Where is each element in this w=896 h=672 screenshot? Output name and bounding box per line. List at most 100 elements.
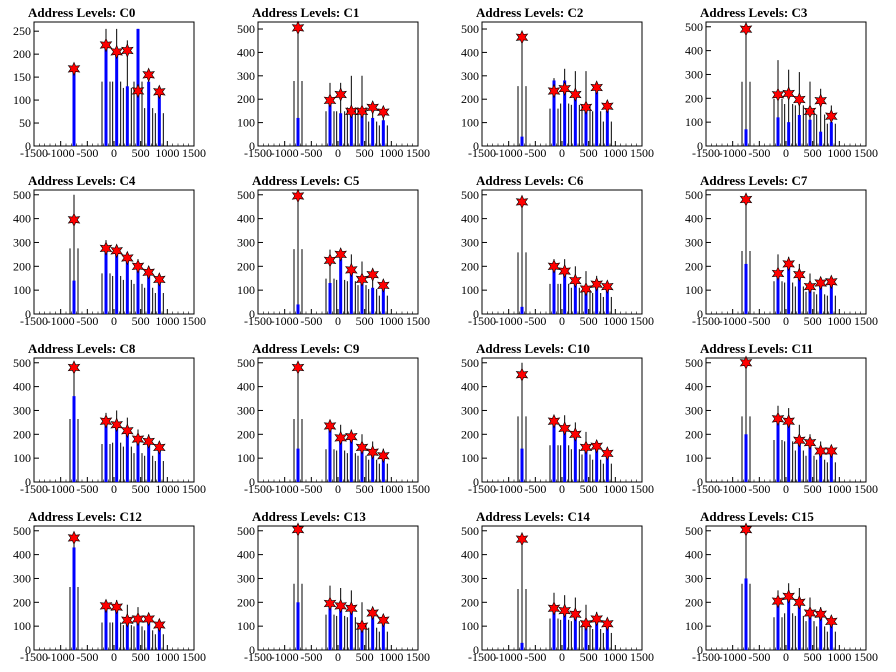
x-tick-label: -1000 xyxy=(495,314,523,328)
y-tick-label: 300 xyxy=(13,403,31,417)
y-tick-label: 400 xyxy=(237,45,255,59)
chart-panel: Address Levels: C15 0 100 200 300 400 500 -1500… xyxy=(672,504,896,672)
peak-marker xyxy=(814,93,827,108)
chart-title: Address Levels: C13 xyxy=(252,509,366,524)
peak-marker xyxy=(569,427,582,442)
x-tick-label: -1500 xyxy=(692,146,720,160)
x-tick-label: 1000 xyxy=(603,146,627,160)
y-tick-label: 200 xyxy=(13,595,31,609)
peak-marker xyxy=(793,92,806,107)
x-tick-label: 1500 xyxy=(406,650,430,664)
x-tick-label: -500 xyxy=(76,146,98,160)
y-tick-label: 100 xyxy=(237,283,255,297)
x-tick-label: 1000 xyxy=(379,650,403,664)
x-tick-label: 500 xyxy=(132,314,150,328)
histogram-bar-blue xyxy=(157,283,161,314)
x-tick-label: 500 xyxy=(356,314,374,328)
y-tick-label: 300 xyxy=(13,235,31,249)
chart-title: Address Levels: C11 xyxy=(700,341,814,356)
y-tick-label: 0 xyxy=(697,475,703,489)
x-tick-label: 0 xyxy=(783,482,789,496)
x-tick-label: 1000 xyxy=(155,650,179,664)
peak-marker xyxy=(345,429,358,444)
peak-marker xyxy=(579,616,593,632)
x-tick-label: -1500 xyxy=(692,650,720,664)
histogram-bar-blue xyxy=(584,290,588,314)
peak-marker xyxy=(814,275,827,291)
plot-frame xyxy=(257,357,419,483)
x-tick-label: 500 xyxy=(804,650,822,664)
peak-marker xyxy=(793,267,806,282)
histogram-bar-blue xyxy=(381,287,385,314)
histogram-bar-blue xyxy=(147,443,151,482)
peak-marker xyxy=(366,605,379,621)
plot-frame xyxy=(705,21,867,147)
x-tick-label: -1000 xyxy=(271,650,299,664)
chart-panel: Address Levels: C11 0 100 200 300 400 500 -1500… xyxy=(672,336,896,504)
y-tick-label: 400 xyxy=(685,44,703,58)
x-tick-label: 1000 xyxy=(603,314,627,328)
chart-plot: 0 100 200 300 400 500 -1500-1000 -500 0 500 1000 15… xyxy=(237,188,430,328)
x-tick-label: -1500 xyxy=(692,482,720,496)
peak-marker xyxy=(825,443,838,459)
histogram-bar-blue xyxy=(563,611,567,650)
x-tick-label: 1500 xyxy=(182,314,206,328)
chart-panel: Address Levels: C1 0 100 200 300 400 500 -1500-… xyxy=(224,0,448,168)
y-tick-label: 0 xyxy=(249,307,255,321)
x-tick-label: 1000 xyxy=(827,146,851,160)
y-tick-label: 300 xyxy=(685,67,703,81)
x-tick-label: 0 xyxy=(335,650,341,664)
peak-marker xyxy=(291,360,305,375)
peak-marker xyxy=(110,243,123,259)
peak-marker xyxy=(131,259,145,274)
x-tick-label: -1000 xyxy=(495,482,523,496)
chart-plot: 0 100 200 300 400 500 -1500-1000 -500 0 500 1000 15… xyxy=(461,21,654,160)
x-tick-label: -1500 xyxy=(468,650,496,664)
histogram-bar-blue xyxy=(157,626,161,650)
peak-marker xyxy=(601,616,614,632)
y-tick-label: 150 xyxy=(13,70,31,84)
histogram-bar-blue xyxy=(776,602,780,650)
x-tick-label: 1000 xyxy=(827,482,851,496)
y-tick-label: 100 xyxy=(13,451,31,465)
histogram-bar-blue xyxy=(808,614,812,650)
peak-marker xyxy=(99,241,113,256)
chart-title: Address Levels: C0 xyxy=(28,5,136,20)
x-tick-label: 0 xyxy=(111,146,117,160)
y-tick-label: 0 xyxy=(473,643,479,657)
histogram-bar-blue xyxy=(381,120,385,146)
peak-marker xyxy=(803,279,817,294)
x-tick-label: -1500 xyxy=(20,482,48,496)
peak-marker xyxy=(825,108,838,124)
peak-marker xyxy=(366,100,379,115)
y-tick-label: 400 xyxy=(13,380,31,394)
y-tick-label: 100 xyxy=(13,283,31,297)
histogram-bar-blue xyxy=(104,252,108,314)
x-tick-label: -500 xyxy=(524,146,546,160)
histogram-bar-blue xyxy=(371,287,375,314)
peak-marker xyxy=(291,20,305,36)
peak-marker xyxy=(814,443,827,459)
peak-marker xyxy=(131,431,145,447)
histogram-bar-blue xyxy=(520,642,524,650)
peak-marker xyxy=(547,259,561,274)
x-tick-label: 0 xyxy=(111,482,117,496)
chart-title: Address Levels: C7 xyxy=(700,173,808,188)
peak-marker xyxy=(739,21,753,37)
peak-marker xyxy=(323,253,337,268)
y-tick-label: 0 xyxy=(473,475,479,489)
histogram-bar-blue xyxy=(573,616,577,650)
chart-plot: 0 100 200 300 400 500 -1500-1000 -500 0 500 1000 15… xyxy=(461,524,654,664)
peak-marker xyxy=(579,281,593,297)
peak-marker xyxy=(739,192,753,207)
y-tick-label: 250 xyxy=(13,24,31,38)
peak-marker xyxy=(579,100,593,115)
plot-frame xyxy=(257,21,419,147)
x-tick-label: 1000 xyxy=(155,146,179,160)
x-tick-label: -1500 xyxy=(692,314,720,328)
chart-title: Address Levels: C8 xyxy=(28,341,136,356)
y-tick-label: 200 xyxy=(13,427,31,441)
y-tick-label: 100 xyxy=(237,116,255,130)
peak-marker xyxy=(771,266,785,281)
